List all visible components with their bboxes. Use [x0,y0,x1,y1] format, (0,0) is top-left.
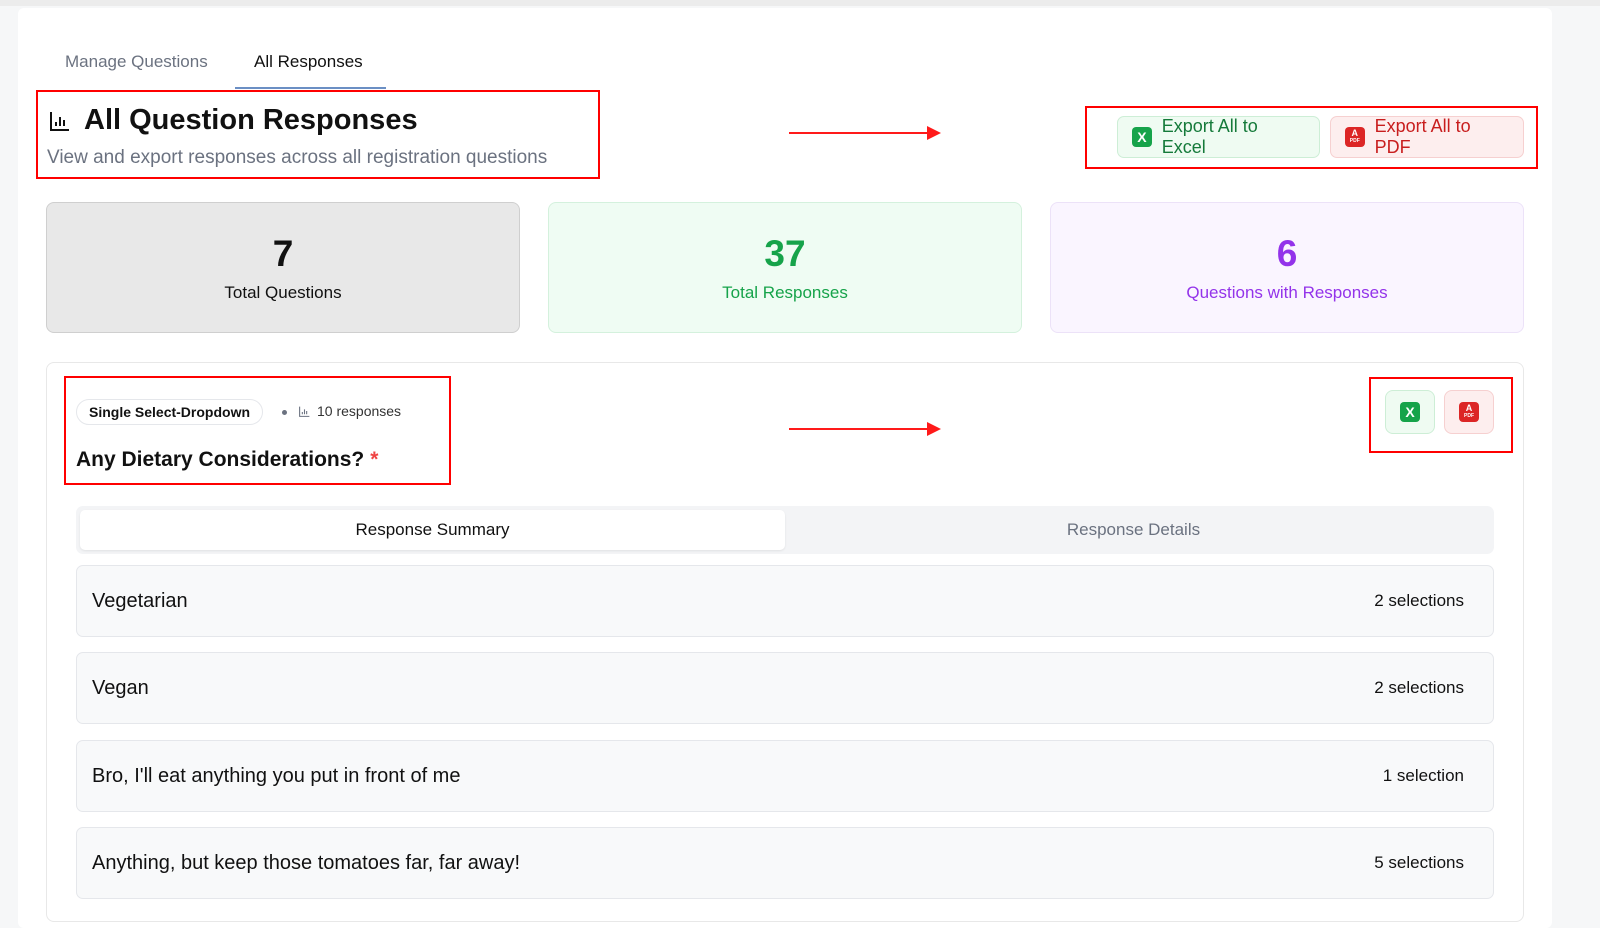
option-count: 2 selections [1374,678,1464,697]
separator-dot [282,410,287,415]
option-row: Anything, but keep those tomatoes far, f… [76,827,1494,899]
excel-icon: X [1132,127,1152,147]
stat-total-questions: 7 Total Questions [46,202,520,333]
option-count: 2 selections [1374,591,1464,610]
option-row: Vegan 2 selections [76,652,1494,724]
required-marker: * [370,448,379,471]
excel-icon: X [1400,402,1420,422]
pdf-icon: A PDF [1459,402,1479,422]
page-title-text: All Question Responses [84,104,418,136]
export-pdf-label: Export All to PDF [1374,116,1471,157]
option-label: Vegetarian [92,589,188,612]
bar-chart-icon [299,406,310,417]
export-all-excel-button[interactable]: X Export All to Excel [1117,116,1320,158]
option-row: Bro, I'll eat anything you put in front … [76,740,1494,812]
export-question-excel-button[interactable]: X [1385,390,1435,434]
stat-questions-with-responses: 6 Questions with Responses [1050,202,1524,333]
pdf-icon-text: PDF [1349,138,1360,144]
stat-value: 37 [764,232,806,274]
question-type-badge: Single Select-Dropdown [76,399,264,425]
response-count-text: 10 responses [317,403,402,419]
option-count: 5 selections [1374,853,1464,872]
page-subtitle: View and export responses across all reg… [47,147,548,168]
top-bar [0,0,1600,6]
option-label: Bro, I'll eat anything you put in front … [92,764,461,787]
tab-all-responses[interactable]: All Responses [254,52,363,71]
stat-label: Questions with Responses [1186,282,1388,302]
question-title: Any Dietary Considerations? * [76,448,378,472]
annotation-arrow [789,422,941,436]
pdf-icon-letter: A [1351,128,1359,138]
response-view-tabs: Response Summary Response Details [76,506,1494,554]
active-tab-indicator [235,87,386,89]
tab-response-summary[interactable]: Response Summary [80,510,785,550]
annotation-box [1085,106,1538,169]
question-title-text: Any Dietary Considerations? [76,448,365,471]
stat-total-responses: 37 Total Responses [548,202,1022,333]
tab-manage-questions[interactable]: Manage Questions [65,52,208,71]
bar-chart-icon [50,111,69,131]
stat-value: 6 [1276,232,1298,274]
response-count: 10 responses [298,403,401,419]
annotation-arrow [789,126,941,140]
annotation-box [64,376,451,485]
stat-label: Total Questions [224,282,342,302]
page-title: All Question Responses [48,104,418,137]
stat-label: Total Responses [722,282,848,302]
pdf-icon: A PDF [1345,127,1365,147]
option-label: Vegan [92,676,149,699]
export-question-pdf-button[interactable]: A PDF [1444,390,1494,434]
option-row: Vegetarian 2 selections [76,565,1494,637]
option-label: Anything, but keep those tomatoes far, f… [92,851,521,874]
option-count: 1 selection [1382,766,1464,785]
annotation-box [36,90,600,179]
annotation-box [1369,377,1513,453]
export-all-pdf-button[interactable]: A PDF Export All to PDF [1330,116,1524,158]
tab-response-details[interactable]: Response Details [1066,520,1201,539]
export-excel-label: Export All to Excel [1161,116,1258,157]
pdf-icon-letter: A [1465,403,1473,413]
stat-value: 7 [272,232,294,274]
pdf-icon-text: PDF [1464,413,1474,419]
